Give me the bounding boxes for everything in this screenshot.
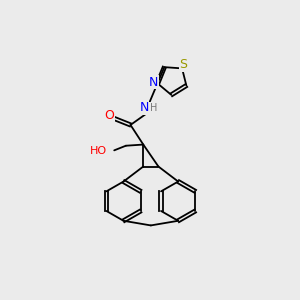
Text: S: S [179,58,187,71]
Text: H: H [150,103,157,112]
Text: HO: HO [90,146,107,157]
Text: O: O [105,109,115,122]
Text: N: N [139,101,149,114]
Text: N: N [149,76,158,89]
